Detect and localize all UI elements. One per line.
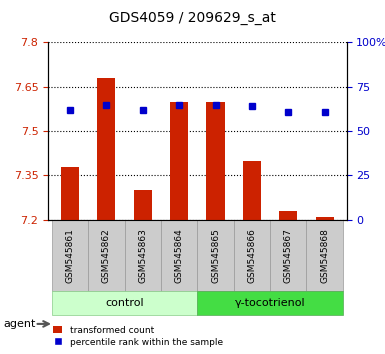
Text: GSM545862: GSM545862 <box>102 228 111 282</box>
Bar <box>170 102 188 220</box>
Text: GSM545866: GSM545866 <box>248 228 256 282</box>
Bar <box>61 167 79 220</box>
Legend: transformed count, percentile rank within the sample: transformed count, percentile rank withi… <box>51 323 226 349</box>
FancyBboxPatch shape <box>198 220 234 291</box>
Text: GSM545864: GSM545864 <box>175 228 184 282</box>
FancyBboxPatch shape <box>124 220 161 291</box>
FancyBboxPatch shape <box>270 220 306 291</box>
Text: GSM545868: GSM545868 <box>320 228 329 282</box>
Bar <box>279 211 297 220</box>
FancyBboxPatch shape <box>234 220 270 291</box>
FancyBboxPatch shape <box>88 220 124 291</box>
Bar <box>97 78 116 220</box>
Text: GSM545863: GSM545863 <box>138 228 147 282</box>
FancyBboxPatch shape <box>198 291 343 315</box>
Text: control: control <box>105 298 144 308</box>
Bar <box>243 161 261 220</box>
Text: agent: agent <box>4 319 36 329</box>
Text: γ-tocotrienol: γ-tocotrienol <box>235 298 305 308</box>
FancyBboxPatch shape <box>52 291 198 315</box>
Text: GDS4059 / 209629_s_at: GDS4059 / 209629_s_at <box>109 11 276 25</box>
Text: GSM545861: GSM545861 <box>65 228 74 282</box>
Bar <box>134 190 152 220</box>
Text: GSM545867: GSM545867 <box>284 228 293 282</box>
FancyBboxPatch shape <box>52 220 88 291</box>
FancyBboxPatch shape <box>306 220 343 291</box>
Bar <box>316 217 334 220</box>
Text: GSM545865: GSM545865 <box>211 228 220 282</box>
FancyBboxPatch shape <box>161 220 198 291</box>
Bar <box>206 102 224 220</box>
